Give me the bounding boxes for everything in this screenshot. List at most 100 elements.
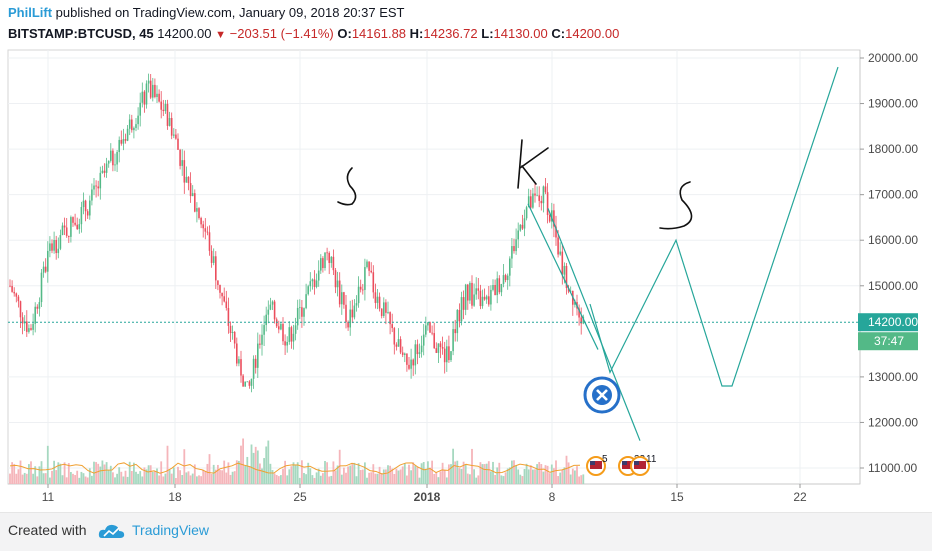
- candle-body: [175, 134, 177, 139]
- candle-body: [30, 328, 32, 330]
- volume-bar: [368, 472, 370, 484]
- channel-line-lower: [547, 208, 641, 441]
- candle-body: [299, 307, 301, 309]
- candle-body: [418, 352, 421, 355]
- volume-bar: [406, 475, 408, 484]
- candle-body: [477, 288, 480, 291]
- volume-bar: [294, 464, 297, 484]
- candle-body: [280, 323, 282, 330]
- volume-bar: [55, 470, 58, 484]
- candle-body: [160, 101, 162, 110]
- candle-body: [59, 234, 62, 249]
- price-chart[interactable]: 20000.00 19000.00 18000.00 17000.00 16000.00…: [0, 0, 932, 512]
- candle-body: [53, 239, 55, 251]
- volume-bar: [536, 464, 538, 484]
- volume-bar: [435, 471, 438, 484]
- volume-bar: [217, 464, 219, 484]
- volume-bar: [61, 475, 64, 484]
- volume-bar: [133, 462, 135, 484]
- volume-bar: [540, 464, 543, 484]
- candle-body: [496, 278, 498, 296]
- candle-body: [475, 288, 477, 295]
- volume-bar: [248, 466, 251, 484]
- candle-body: [78, 224, 81, 230]
- volume-bar: [277, 476, 280, 484]
- volume-bar: [284, 460, 286, 484]
- candle-body: [200, 218, 202, 225]
- candle-body: [416, 344, 419, 355]
- volume-bar: [330, 475, 333, 484]
- volume-bar: [103, 464, 106, 484]
- volume-bar: [391, 468, 394, 484]
- volume-bar: [473, 469, 475, 484]
- high-label: H:: [409, 26, 424, 41]
- volume-bar: [538, 462, 541, 484]
- candle-body: [288, 327, 291, 342]
- candle-body: [446, 346, 448, 363]
- volume-bar: [116, 473, 118, 484]
- candle-body: [370, 270, 372, 273]
- candle-body: [225, 301, 228, 308]
- down-arrow-icon: ▼: [215, 29, 227, 41]
- volume-bar: [475, 477, 478, 484]
- candle-body: [40, 272, 43, 303]
- volume-bar: [309, 468, 312, 484]
- volume-bar: [185, 472, 188, 484]
- candle-body: [359, 286, 362, 290]
- volume-bar: [487, 461, 490, 484]
- tradingview-brand-link[interactable]: TradingView: [132, 522, 210, 538]
- projection-path: [589, 66, 839, 387]
- candle-body: [103, 170, 106, 173]
- candle-body: [120, 139, 123, 144]
- candle-body: [271, 301, 274, 305]
- volume-bar: [82, 473, 85, 484]
- volume-bar: [401, 466, 404, 484]
- volume-bar: [72, 473, 74, 484]
- annotation-k: [517, 139, 549, 189]
- volume-bar: [204, 471, 207, 484]
- volume-bar: [420, 463, 423, 484]
- volume-bar: [46, 445, 49, 484]
- candle-body: [527, 196, 530, 208]
- candle-body: [410, 359, 412, 369]
- volume-bar: [225, 472, 228, 484]
- candle-body: [311, 279, 314, 282]
- volume-bar: [387, 465, 389, 484]
- candle-body: [204, 228, 207, 232]
- candle-body: [383, 302, 385, 316]
- volume-bar: [364, 462, 366, 484]
- volume-bar: [88, 468, 91, 484]
- volume-bar: [23, 472, 26, 484]
- candle-body: [427, 322, 429, 326]
- volume-bar: [269, 463, 272, 484]
- candle-body: [114, 164, 116, 166]
- volume-bar: [345, 472, 347, 484]
- candle-body: [479, 290, 482, 307]
- volume-bar: [326, 462, 328, 484]
- candle-body: [265, 314, 267, 326]
- candle-body: [567, 288, 570, 292]
- price-change: −203.51 (−1.41%): [229, 26, 334, 41]
- volume-bar: [469, 474, 471, 484]
- candle-body: [343, 292, 345, 305]
- candle-body: [112, 150, 114, 166]
- low-label: L:: [481, 26, 494, 41]
- volume-bar: [168, 469, 171, 484]
- candle-body: [236, 343, 238, 364]
- candle-body: [437, 343, 440, 353]
- volume-bar: [557, 476, 559, 484]
- candle-body: [278, 326, 280, 330]
- volume-bar: [170, 473, 173, 484]
- candle-body: [385, 302, 387, 313]
- candle-body: [425, 325, 427, 335]
- volume-bar: [175, 477, 177, 484]
- candle-body: [397, 339, 400, 347]
- plot-area: [7, 49, 861, 485]
- candle-body: [198, 208, 200, 219]
- author-name[interactable]: PhilLift: [8, 5, 53, 20]
- candle-body: [387, 312, 389, 313]
- candle-body: [422, 334, 425, 346]
- volume-bar: [32, 473, 34, 484]
- volume-bar: [359, 469, 362, 484]
- remove-marker-cross: [596, 389, 608, 401]
